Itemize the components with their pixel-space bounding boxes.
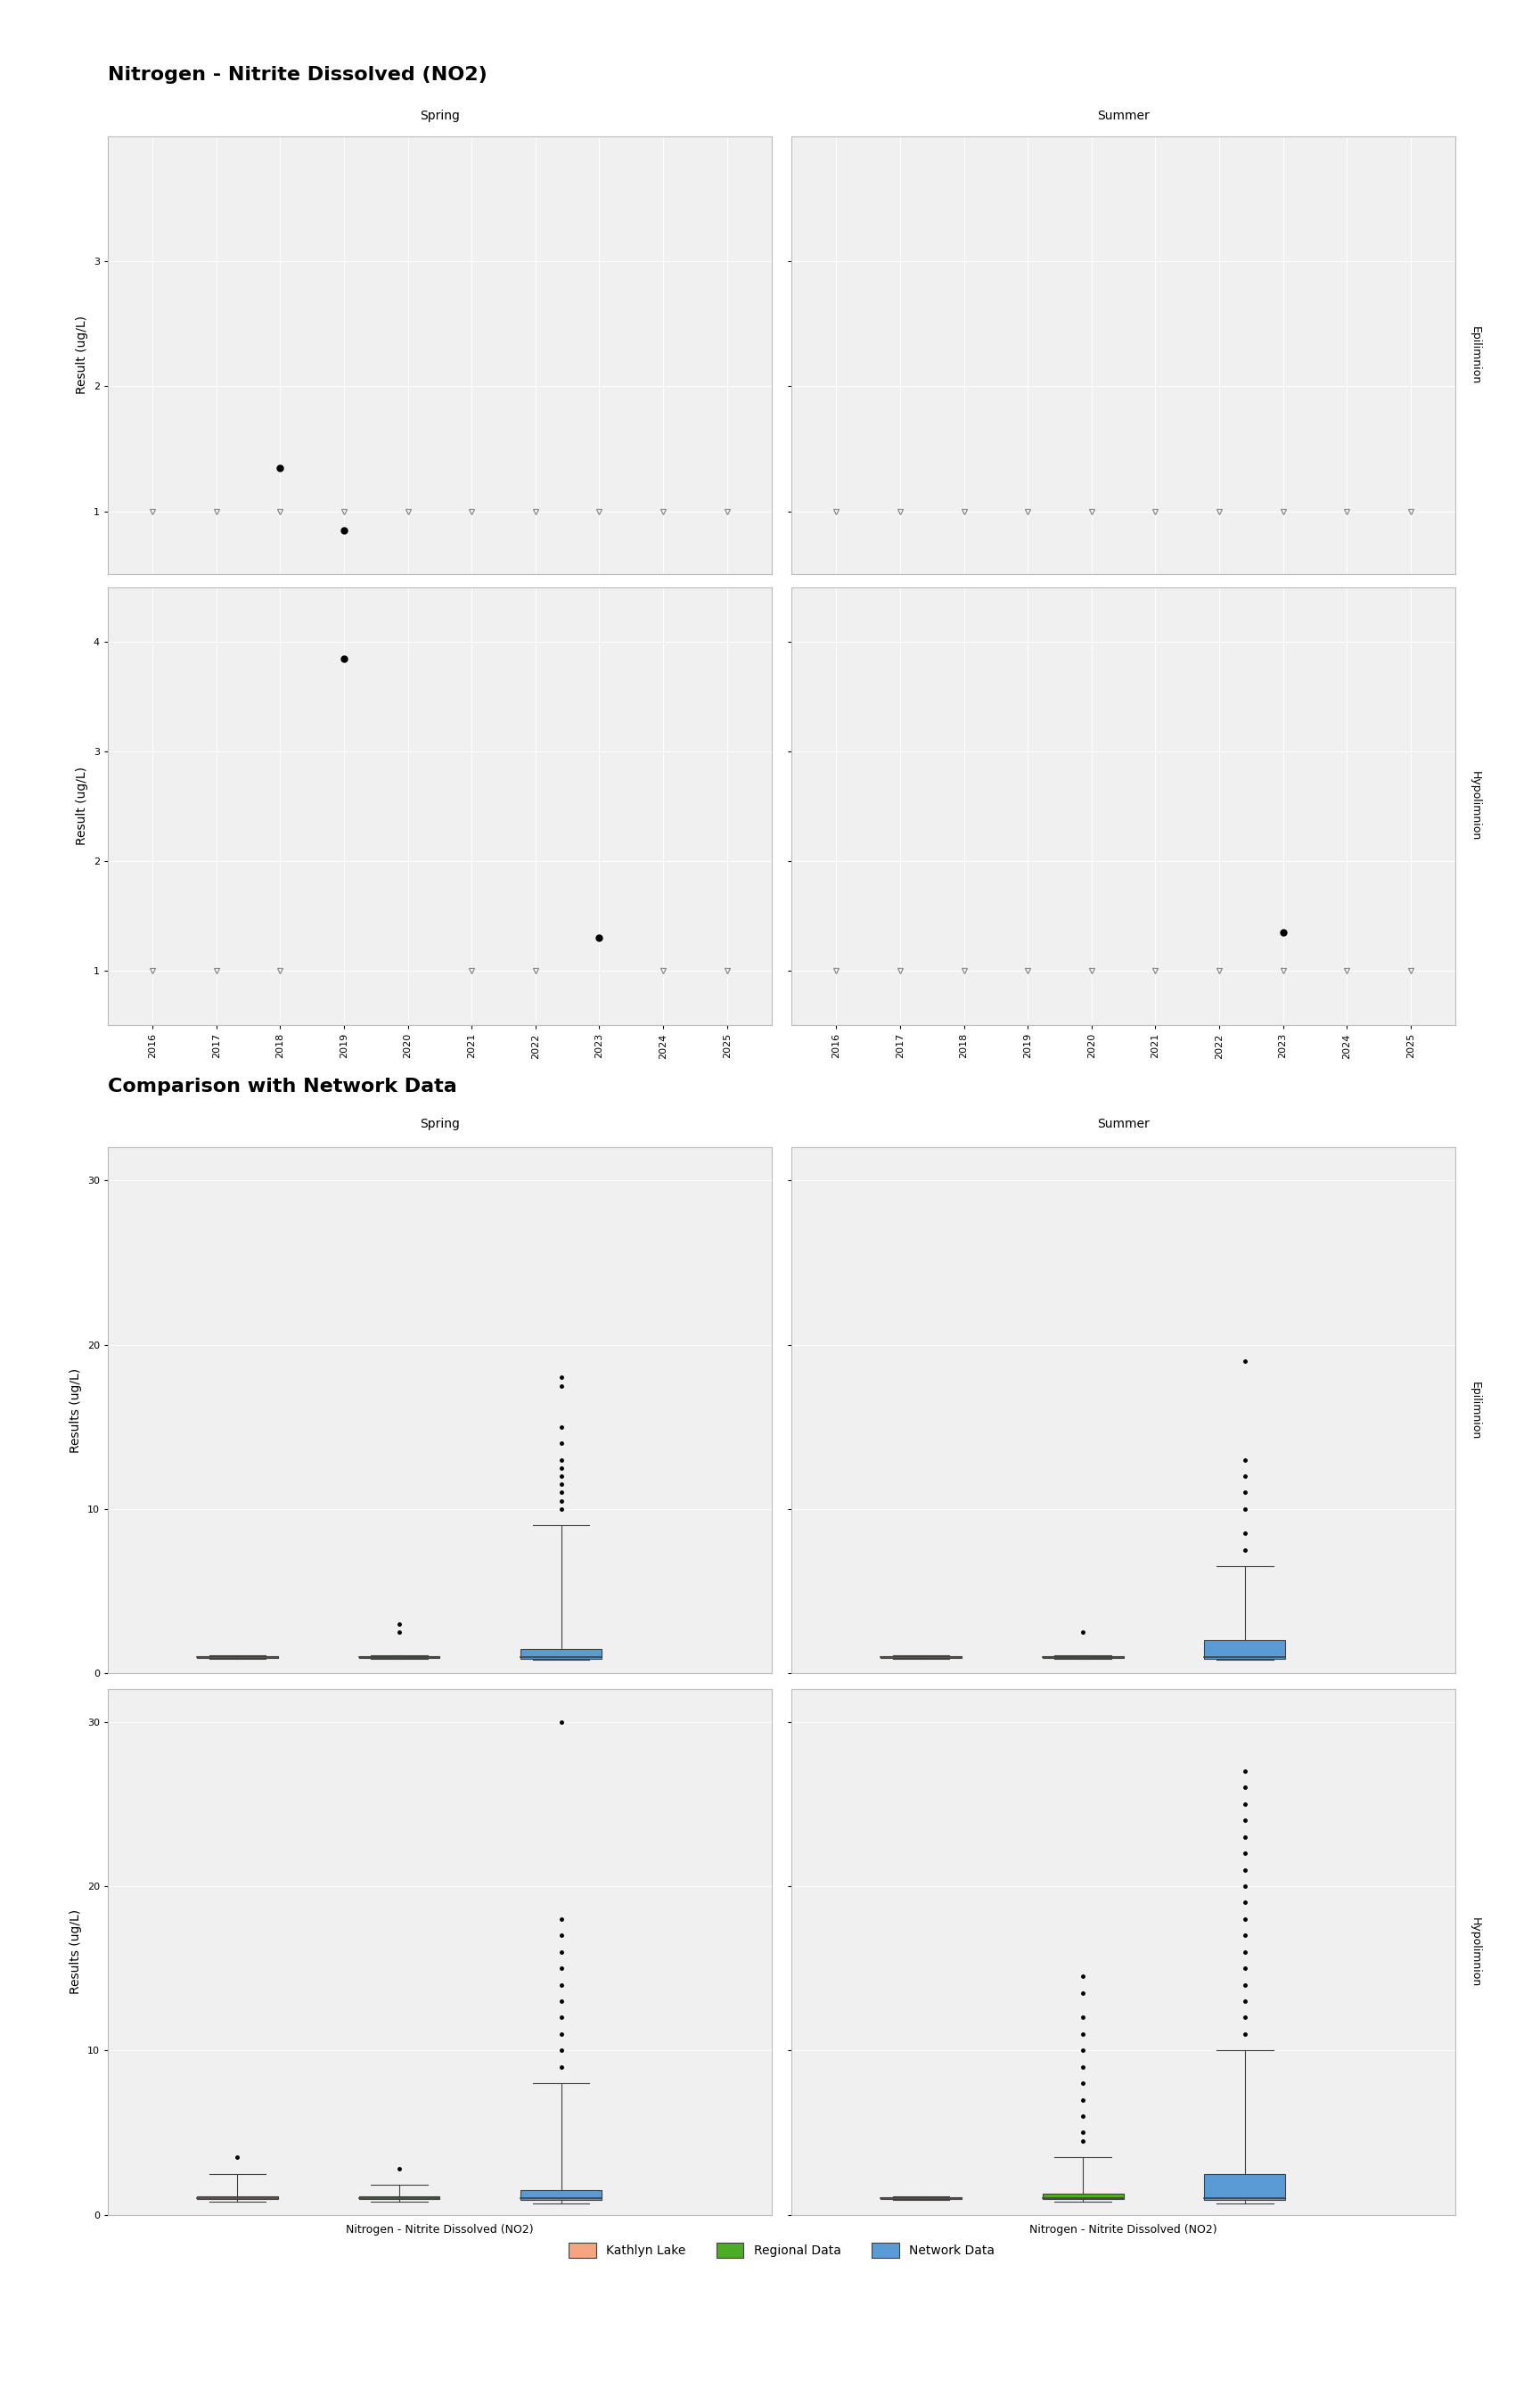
- Bar: [521, 1648, 602, 1658]
- Bar: [521, 2190, 602, 2200]
- X-axis label: Nitrogen - Nitrite Dissolved (NO2): Nitrogen - Nitrite Dissolved (NO2): [346, 2223, 533, 2235]
- Text: Nitrogen - Nitrite Dissolved (NO2): Nitrogen - Nitrite Dissolved (NO2): [108, 67, 487, 84]
- Bar: [1043, 2192, 1123, 2200]
- Legend: Kathlyn Lake, Regional Data, Network Data: Kathlyn Lake, Regional Data, Network Dat…: [568, 2243, 995, 2257]
- Bar: [1204, 2173, 1286, 2200]
- Bar: [197, 2197, 277, 2200]
- Y-axis label: Result (ug/L): Result (ug/L): [75, 316, 88, 395]
- Y-axis label: Results (ug/L): Results (ug/L): [69, 1368, 82, 1452]
- X-axis label: Nitrogen - Nitrite Dissolved (NO2): Nitrogen - Nitrite Dissolved (NO2): [1030, 2223, 1217, 2235]
- Text: Comparison with Network Data: Comparison with Network Data: [108, 1078, 457, 1095]
- Y-axis label: Results (ug/L): Results (ug/L): [69, 1910, 82, 1993]
- Bar: [359, 2197, 440, 2200]
- Bar: [1204, 1641, 1286, 1658]
- Y-axis label: Result (ug/L): Result (ug/L): [75, 767, 88, 846]
